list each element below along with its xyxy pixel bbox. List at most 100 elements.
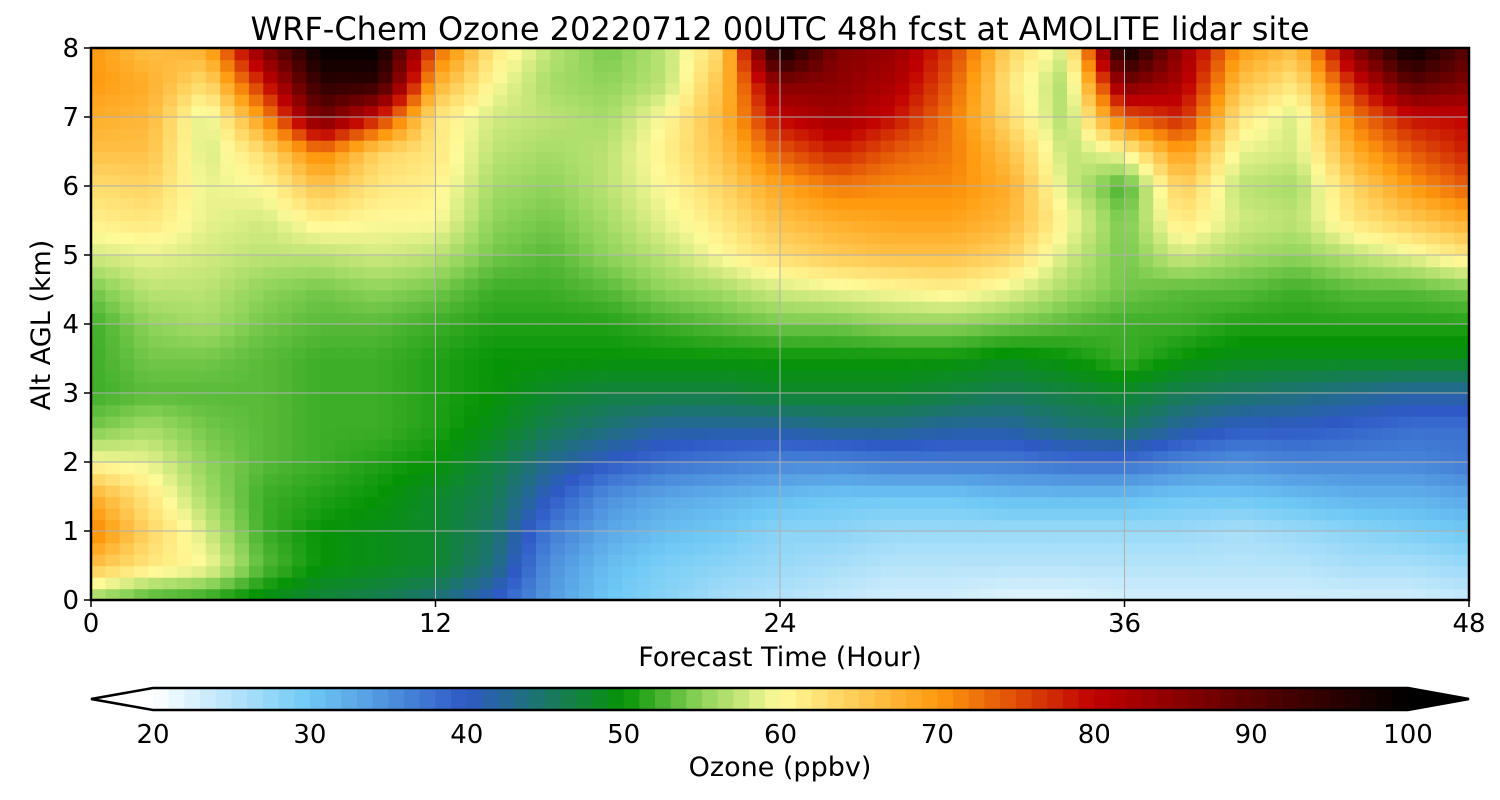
ozone-cell: [1311, 117, 1327, 130]
ozone-cell: [1196, 324, 1212, 337]
ozone-cell: [866, 519, 882, 532]
ozone-cell: [952, 220, 968, 233]
ozone-cell: [607, 416, 623, 429]
ozone-cell: [406, 278, 422, 291]
ozone-cell: [780, 128, 796, 141]
ozone-cell: [966, 232, 982, 245]
ozone-cell: [937, 519, 953, 532]
ozone-cell: [1081, 508, 1097, 521]
ozone-cell: [1440, 71, 1456, 84]
ozone-cell: [1038, 71, 1054, 84]
ozone-cell: [679, 94, 695, 107]
ozone-cell: [349, 416, 365, 429]
ozone-cell: [808, 105, 824, 118]
ozone-cell: [952, 232, 968, 245]
ozone-cell: [636, 531, 652, 544]
ozone-cell: [464, 439, 480, 452]
ozone-cell: [808, 565, 824, 578]
ozone-cell: [780, 588, 796, 600]
ozone-cell: [1268, 531, 1284, 544]
ozone-cell: [1454, 519, 1469, 532]
ozone-cell: [564, 220, 580, 233]
ozone-cell: [1282, 370, 1298, 383]
ozone-cell: [1052, 163, 1068, 176]
ozone-cell: [363, 519, 379, 532]
ozone-cell: [1339, 462, 1355, 475]
ozone-cell: [205, 427, 221, 440]
ozone-cell: [91, 496, 107, 509]
ozone-cell: [1382, 473, 1398, 486]
ozone-cell: [478, 209, 494, 222]
ozone-cell: [1368, 82, 1384, 95]
ozone-cell: [650, 289, 666, 302]
ozone-cell: [320, 266, 336, 279]
ozone-cell: [1067, 209, 1083, 222]
ozone-cell: [909, 278, 925, 291]
ozone-cell: [823, 588, 839, 600]
ozone-cell: [234, 163, 250, 176]
ozone-cell: [263, 404, 279, 417]
ozone-cell: [119, 301, 135, 314]
ozone-cell: [162, 416, 178, 429]
ozone-cell: [1067, 565, 1083, 578]
ozone-cell: [406, 186, 422, 199]
ozone-cell: [148, 128, 164, 141]
ozone-cell: [1009, 404, 1025, 417]
ozone-cell: [1425, 519, 1441, 532]
ozone-cell: [1124, 266, 1140, 279]
ozone-cell: [1339, 82, 1355, 95]
ozone-cell: [478, 82, 494, 95]
ozone-cell: [177, 416, 193, 429]
ozone-cell: [1038, 565, 1054, 578]
ozone-cell: [535, 243, 552, 256]
ozone-cell: [1095, 140, 1111, 153]
ozone-cell: [521, 370, 537, 383]
ozone-cell: [1124, 140, 1140, 153]
ozone-cell: [320, 59, 336, 72]
ozone-cell: [349, 301, 365, 314]
ozone-cell: [1153, 105, 1169, 118]
ozone-cell: [177, 531, 193, 544]
ozone-cell: [191, 450, 207, 463]
ozone-cell: [1397, 370, 1413, 383]
ozone-cell: [105, 243, 121, 256]
ozone-cell: [464, 416, 480, 429]
ozone-cell: [421, 232, 437, 245]
ozone-cell: [464, 393, 480, 406]
ozone-cell: [1095, 404, 1111, 417]
ozone-cell: [837, 381, 853, 394]
ozone-cell: [1224, 186, 1241, 199]
ozone-cell: [1440, 151, 1456, 164]
colorbar-segment: [435, 688, 452, 710]
ozone-cell: [320, 393, 336, 406]
ozone-cell: [622, 404, 638, 417]
ozone-cell: [421, 82, 437, 95]
ozone-cell: [780, 347, 796, 360]
ozone-cell: [622, 450, 638, 463]
ozone-cell: [478, 393, 494, 406]
ozone-cell: [291, 370, 308, 383]
ozone-cell: [1397, 358, 1413, 371]
ozone-cell: [119, 186, 135, 199]
ozone-cell: [665, 416, 681, 429]
ozone-cell: [794, 485, 810, 498]
ozone-cell: [1124, 358, 1140, 371]
ozone-cell: [148, 565, 164, 578]
ozone-cell: [1296, 393, 1312, 406]
ozone-cell: [492, 335, 508, 348]
ozone-cell: [765, 243, 781, 256]
ozone-cell: [105, 335, 121, 348]
ozone-cell: [851, 565, 867, 578]
ozone-cell: [1110, 324, 1126, 337]
ozone-cell: [808, 255, 824, 268]
ozone-cell: [1167, 289, 1183, 302]
ozone-cell: [1224, 266, 1241, 279]
ozone-cell: [1253, 174, 1269, 187]
ozone-cell: [421, 404, 437, 417]
colorbar-segment: [1235, 688, 1252, 710]
ozone-cell: [622, 71, 638, 84]
ozone-cell: [177, 197, 193, 210]
ozone-cell: [492, 312, 508, 325]
ozone-cell: [91, 151, 107, 164]
ozone-cell: [105, 163, 121, 176]
